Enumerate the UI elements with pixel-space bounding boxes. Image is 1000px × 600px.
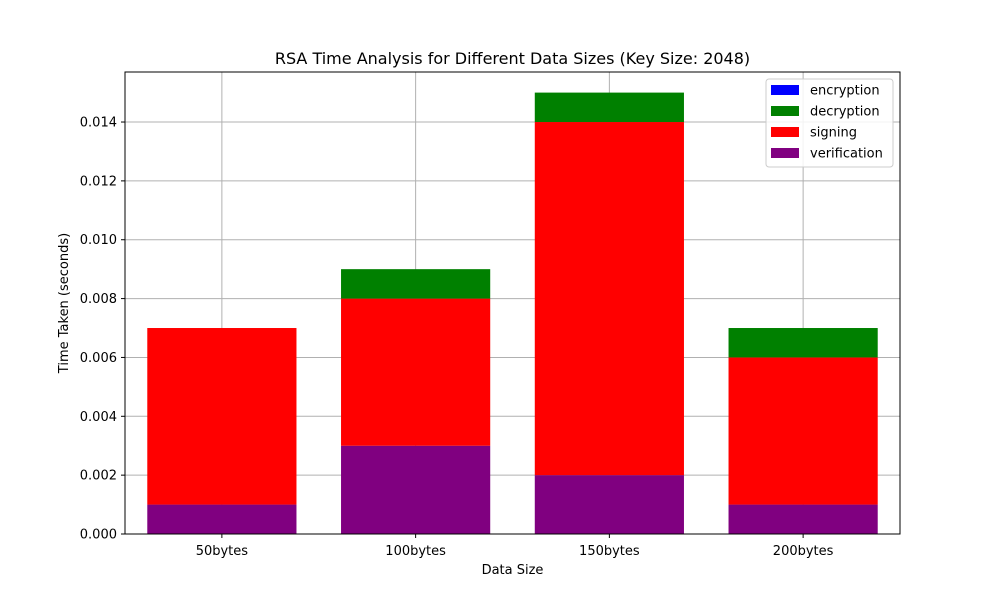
y-tick-label: 0.012	[80, 174, 117, 189]
legend-label-verification: verification	[810, 147, 883, 162]
y-tick-label: 0.010	[80, 233, 117, 248]
bar-decryption-100bytes	[341, 269, 491, 299]
legend-swatch-signing	[771, 127, 799, 137]
x-tick-label: 200bytes	[773, 544, 834, 559]
chart-title: RSA Time Analysis for Different Data Siz…	[275, 49, 750, 68]
x-axis-label: Data Size	[482, 563, 544, 578]
bar-verification-50bytes	[147, 504, 297, 534]
legend-label-encryption: encryption	[810, 84, 880, 99]
y-tick-label: 0.006	[80, 351, 117, 366]
y-tick-label: 0.014	[80, 116, 117, 131]
legend-label-signing: signing	[810, 126, 857, 141]
legend-box	[765, 78, 894, 168]
y-tick-label: 0.004	[80, 410, 117, 425]
legend-swatch-verification	[771, 148, 799, 158]
y-tick-label: 0.002	[80, 469, 117, 484]
bar-signing-150bytes	[534, 122, 684, 476]
bars-layer	[147, 92, 878, 534]
plot-frame	[124, 71, 901, 535]
bar-verification-200bytes	[728, 504, 878, 534]
ticks-layer: 0.000 0.002 0.004 0.006 0.008 0.010 0.012 0.014…	[80, 116, 834, 559]
x-tick-label: 150bytes	[579, 544, 640, 559]
legend-label-decryption: decryption	[810, 105, 880, 120]
y-axis-label: Time Taken (seconds)	[57, 233, 72, 374]
y-tick-label: 0.008	[80, 292, 117, 307]
bar-decryption-150bytes	[534, 92, 684, 123]
legend-swatch-decryption	[771, 106, 799, 116]
bar-signing-50bytes	[147, 328, 297, 505]
bar-decryption-200bytes	[728, 328, 878, 358]
bar-verification-100bytes	[341, 445, 491, 534]
legend-swatch-encryption	[771, 85, 799, 95]
bar-verification-150bytes	[534, 475, 684, 534]
legend: encryption decryption signing verification	[765, 78, 894, 168]
x-tick-label: 50bytes	[196, 544, 249, 559]
y-tick-label: 0.000	[80, 528, 117, 543]
bar-signing-200bytes	[728, 357, 878, 505]
x-tick-label: 100bytes	[385, 544, 446, 559]
bar-signing-100bytes	[341, 298, 491, 446]
